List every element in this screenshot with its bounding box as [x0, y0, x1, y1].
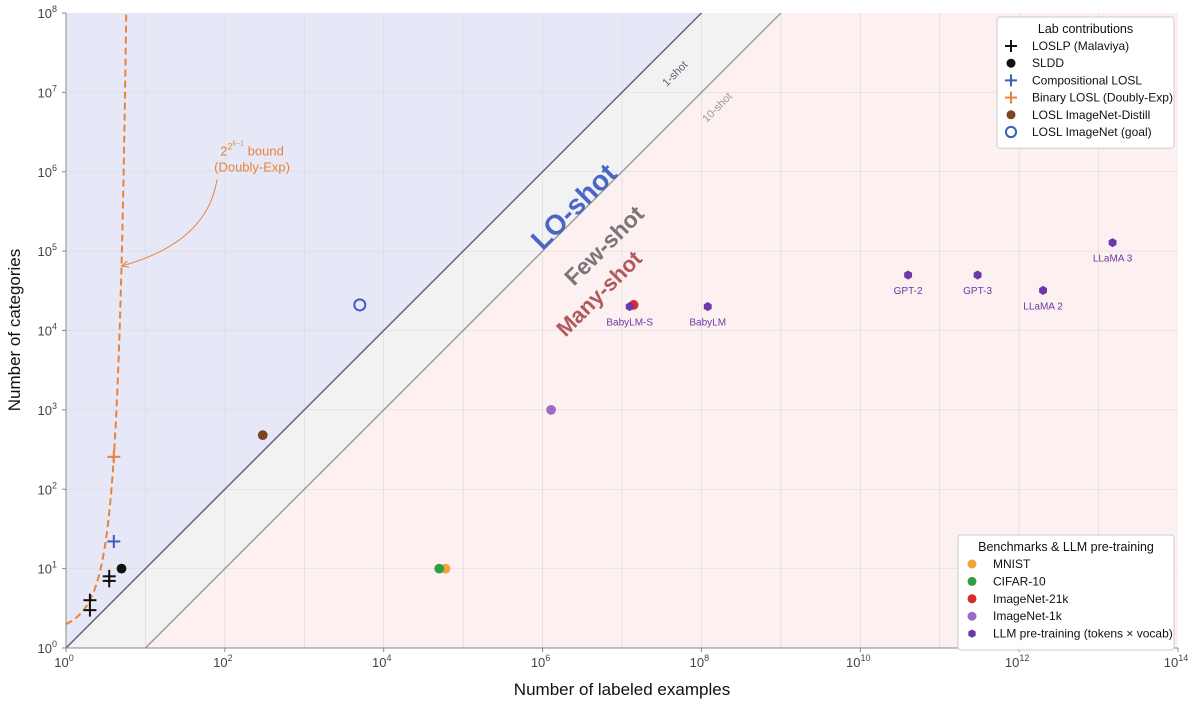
y-tick-label: 107 [38, 83, 57, 100]
y-tick-label: 103 [38, 401, 57, 418]
y-axis-label: Number of categories [5, 249, 24, 412]
legend-entry-label: CIFAR-10 [993, 574, 1046, 588]
reference-lines [66, 13, 782, 648]
y-tick-label: 108 [38, 4, 57, 21]
legend-entry-label: ImageNet-21k [993, 592, 1069, 606]
legend-marker [967, 594, 977, 604]
legend-entry-label: LOSL ImageNet-Distill [1032, 108, 1150, 122]
x-tick-label: 108 [690, 653, 709, 670]
data-point [116, 563, 127, 574]
data-point-label: LLaMA 2 [1023, 301, 1063, 312]
axes: 100 102 104 106 108 1010 1012 1014 100 101 102 103 1… [38, 4, 1189, 670]
x-tick-label: 102 [213, 653, 232, 670]
x-tick-label: 106 [531, 653, 550, 670]
legends: Lab contributions LOSLP (Malaviya) SLDD Com… [957, 16, 1175, 651]
legend-entry-label: SLDD [1032, 56, 1064, 70]
legend-marker [1005, 40, 1017, 52]
y-tick-label: 100 [38, 639, 57, 656]
legend-benchmarks: Benchmarks & LLM pre-training MNIST CIFAR-… [957, 534, 1175, 651]
data-point-label: BabyLM-S [606, 318, 653, 329]
y-tick-label: 104 [38, 322, 57, 339]
legend-marker [967, 576, 977, 586]
data-point [546, 405, 556, 415]
x-axis-label: Number of labeled examples [514, 680, 730, 699]
legend-marker [1004, 125, 1018, 139]
legend-marker [967, 611, 977, 621]
data-point-label: BabyLM [689, 318, 726, 329]
data-points: BabyLM-S BabyLM GPT-2 GPT-3 LLaMA 2 LLaMA 3 [83, 238, 1133, 617]
data-point [973, 270, 982, 280]
y-tick-label: 102 [38, 480, 57, 497]
data-point [1108, 238, 1117, 248]
data-point [353, 298, 367, 312]
x-tick-label: 1014 [1164, 653, 1188, 670]
legend-marker [968, 629, 976, 638]
y-tick-label: 101 [38, 560, 57, 577]
bound-label-subtitle: (Doubly-Exp) [214, 159, 290, 174]
data-point [107, 534, 121, 548]
reference-line-1-shot [66, 13, 703, 648]
legend-marker [967, 559, 977, 569]
data-point [102, 569, 116, 583]
legend-box [957, 534, 1175, 651]
data-point-label: GPT-3 [963, 286, 992, 297]
x-tick-label: 104 [372, 653, 391, 670]
legend-box [996, 16, 1175, 149]
legend-lab-contributions: Lab contributions LOSLP (Malaviya) SLDD Com… [996, 16, 1175, 149]
bound-annotation: 22k−1 bound(Doubly-Exp) [122, 140, 290, 266]
legend-title: Lab contributions [1038, 22, 1133, 36]
bound-arrow [122, 179, 218, 266]
legend-entry-label: LOSLP (Malaviya) [1032, 39, 1129, 53]
x-tick-label: 1010 [846, 653, 870, 670]
data-point [904, 270, 913, 280]
x-tick-label: 1012 [1005, 653, 1029, 670]
reference-line-10-shot [144, 13, 782, 648]
legend-marker [1006, 110, 1016, 120]
y-tick-label: 105 [38, 242, 57, 259]
legend-entry-label: MNIST [993, 557, 1031, 571]
legend-entry-label: LOSL ImageNet (goal) [1032, 125, 1152, 139]
data-point [625, 302, 634, 312]
legend-entry-label: ImageNet-1k [993, 609, 1063, 623]
legend-marker [1005, 91, 1017, 104]
data-point [434, 563, 445, 574]
data-point-label: GPT-2 [894, 286, 923, 297]
legend-title: Benchmarks & LLM pre-training [978, 540, 1154, 554]
data-point [107, 450, 121, 464]
data-point [703, 302, 712, 312]
data-point [257, 430, 268, 441]
data-point-label: LLaMA 3 [1093, 254, 1133, 265]
data-point [1039, 285, 1047, 295]
legend-marker [1005, 74, 1017, 87]
x-tick-label: 100 [54, 653, 73, 670]
legend-entry-label: LLM pre-training (tokens × vocab) [993, 627, 1173, 641]
legend-marker [1006, 58, 1016, 68]
bound-label-formula: 22k−1 bound [220, 140, 284, 158]
legend-entry-label: Binary LOSL (Doubly-Exp) [1032, 91, 1173, 105]
legend-entry-label: Compositional LOSL [1032, 73, 1142, 87]
data-point [83, 593, 97, 607]
y-tick-label: 106 [38, 163, 57, 180]
